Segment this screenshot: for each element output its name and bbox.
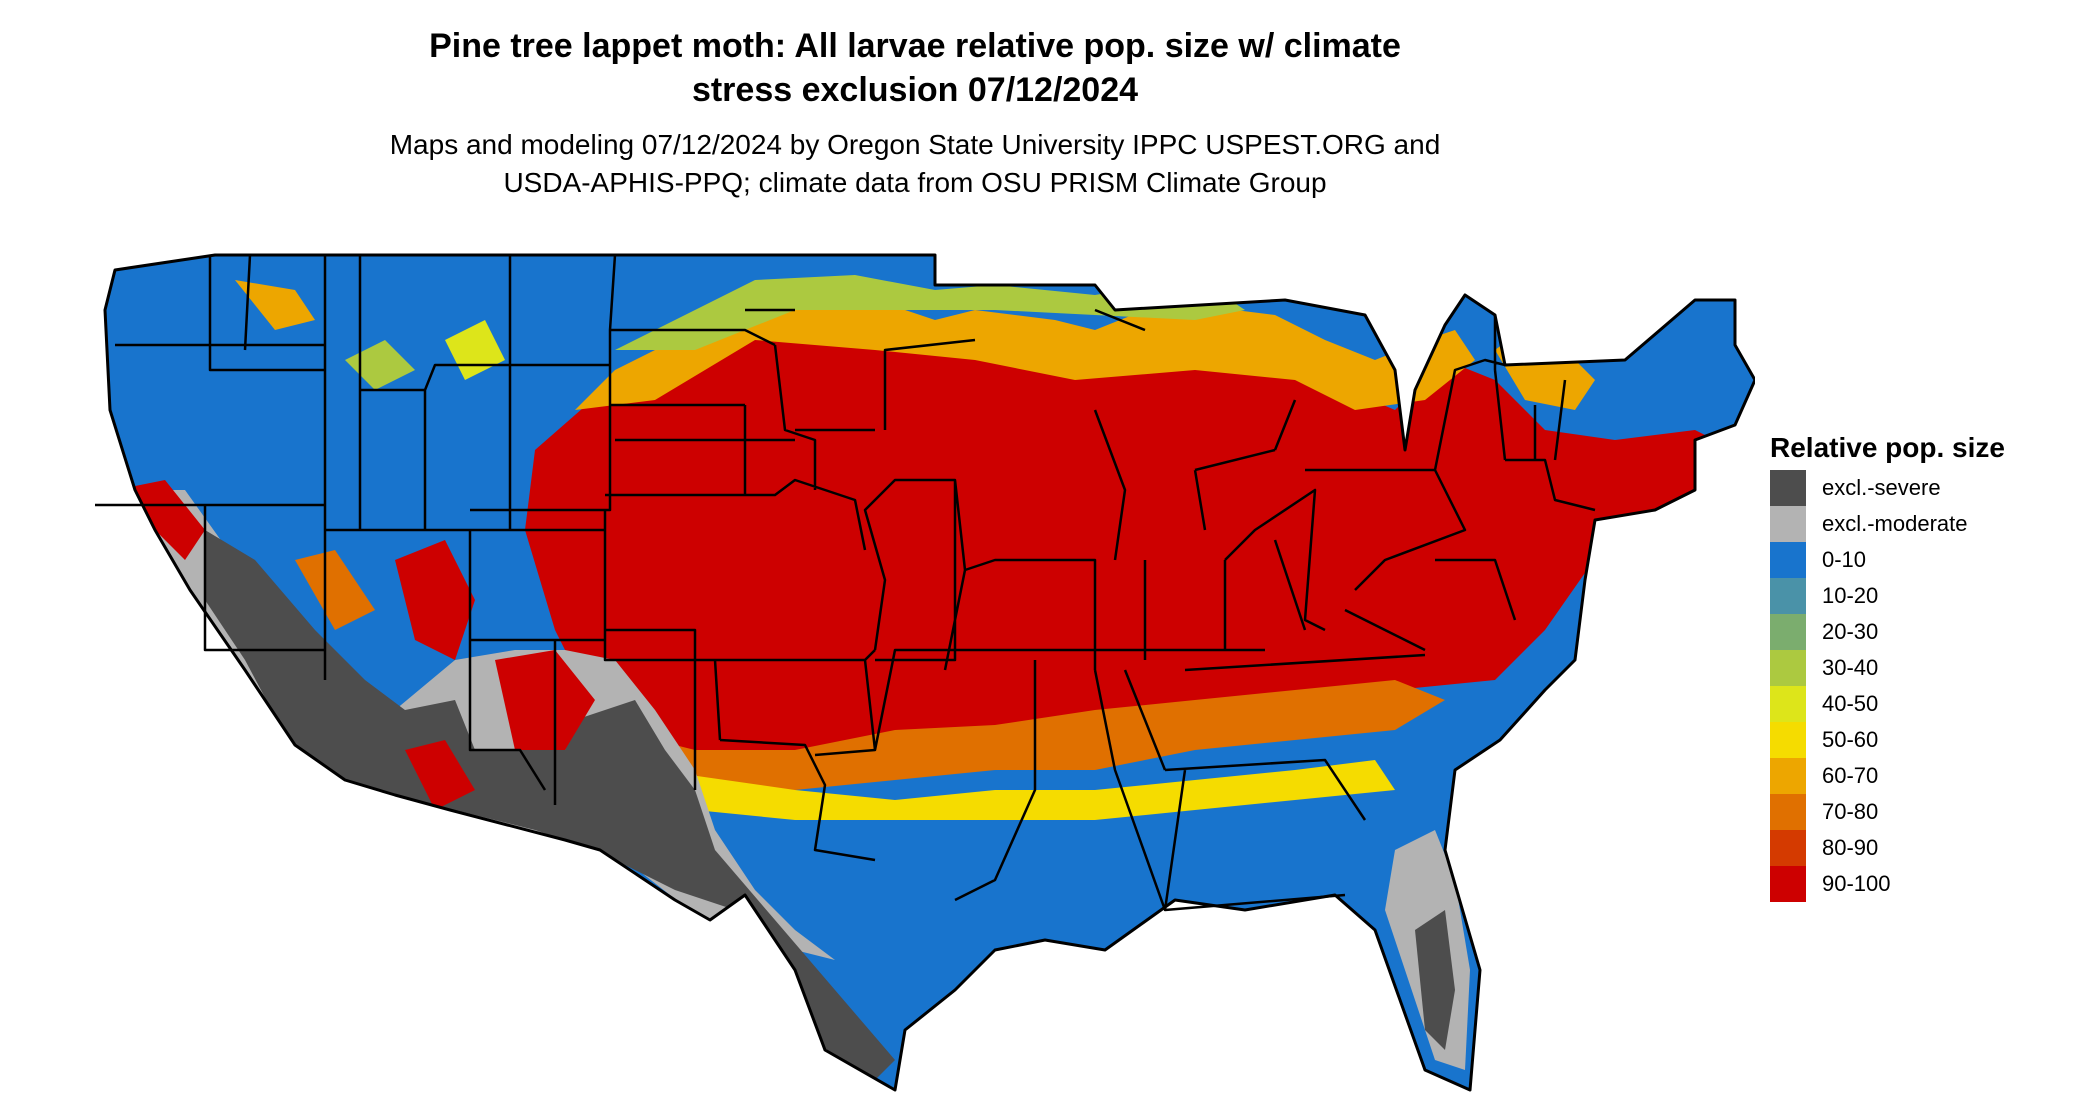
state-lines <box>95 254 1596 912</box>
legend-title: Relative pop. size <box>1770 432 2005 463</box>
legend-swatch <box>1770 614 1806 650</box>
legend-item: 20-30 <box>1770 614 2005 650</box>
legend-label: excl.-moderate <box>1822 511 1968 536</box>
state-borders <box>95 253 1755 1092</box>
legend-label: 40-50 <box>1822 691 1879 716</box>
legend-swatch <box>1770 578 1806 614</box>
map-title: Pine tree lappet moth: All larvae relati… <box>0 24 1830 112</box>
legend-swatch <box>1770 506 1806 542</box>
map-subtitle-line-1: Maps and modeling 07/12/2024 by Oregon S… <box>389 129 1441 160</box>
legend-swatch <box>1770 542 1806 578</box>
legend-item: excl.-severe <box>1770 470 2005 506</box>
legend-label: 80-90 <box>1822 835 1879 860</box>
legend-items: excl.-severe excl.-moderate 0-10 10-20 20-30… <box>1770 470 2005 902</box>
legend-label: 90-100 <box>1822 871 1891 896</box>
legend-label: 30-40 <box>1822 655 1879 680</box>
legend-label: 60-70 <box>1822 763 1879 788</box>
legend-swatch <box>1770 794 1806 830</box>
legend-swatch <box>1770 650 1806 686</box>
map-subtitle-line-2: USDA-APHIS-PPQ; climate data from OSU PR… <box>503 167 1327 198</box>
legend-swatch <box>1770 866 1806 902</box>
legend-swatch <box>1770 830 1806 866</box>
us-population-map <box>95 253 1755 1092</box>
legend-item: 80-90 <box>1770 830 2005 866</box>
legend-swatch <box>1770 470 1806 506</box>
legend: Relative pop. size excl.-severe excl.-mod… <box>1770 430 2005 902</box>
legend-label: 70-80 <box>1822 799 1879 824</box>
region-excluded <box>135 490 1470 1090</box>
legend-label: 10-20 <box>1822 583 1879 608</box>
region-high-population <box>525 310 1735 770</box>
legend-item: 90-100 <box>1770 866 2005 902</box>
map-fill <box>105 255 1755 1090</box>
legend-swatch <box>1770 758 1806 794</box>
legend-item: 10-20 <box>1770 578 2005 614</box>
us-outline <box>103 253 1755 1092</box>
map-subtitle: Maps and modeling 07/12/2024 by Oregon S… <box>0 126 1830 202</box>
legend-item: 40-50 <box>1770 686 2005 722</box>
legend-item: excl.-moderate <box>1770 506 2005 542</box>
map-title-line-2: stress exclusion 07/12/2024 <box>691 71 1139 109</box>
legend-swatch <box>1770 686 1806 722</box>
legend-label: 0-10 <box>1822 547 1867 572</box>
legend-item: 70-80 <box>1770 794 2005 830</box>
legend-item: 60-70 <box>1770 758 2005 794</box>
legend-label: excl.-severe <box>1822 475 1941 500</box>
legend-item: 0-10 <box>1770 542 2005 578</box>
map-title-line-1: Pine tree lappet moth: All larvae relati… <box>429 27 1401 65</box>
legend-item: 50-60 <box>1770 722 2005 758</box>
legend-label: 50-60 <box>1822 727 1879 752</box>
legend-swatch <box>1770 722 1806 758</box>
legend-label: 20-30 <box>1822 619 1879 644</box>
legend-item: 30-40 <box>1770 650 2005 686</box>
